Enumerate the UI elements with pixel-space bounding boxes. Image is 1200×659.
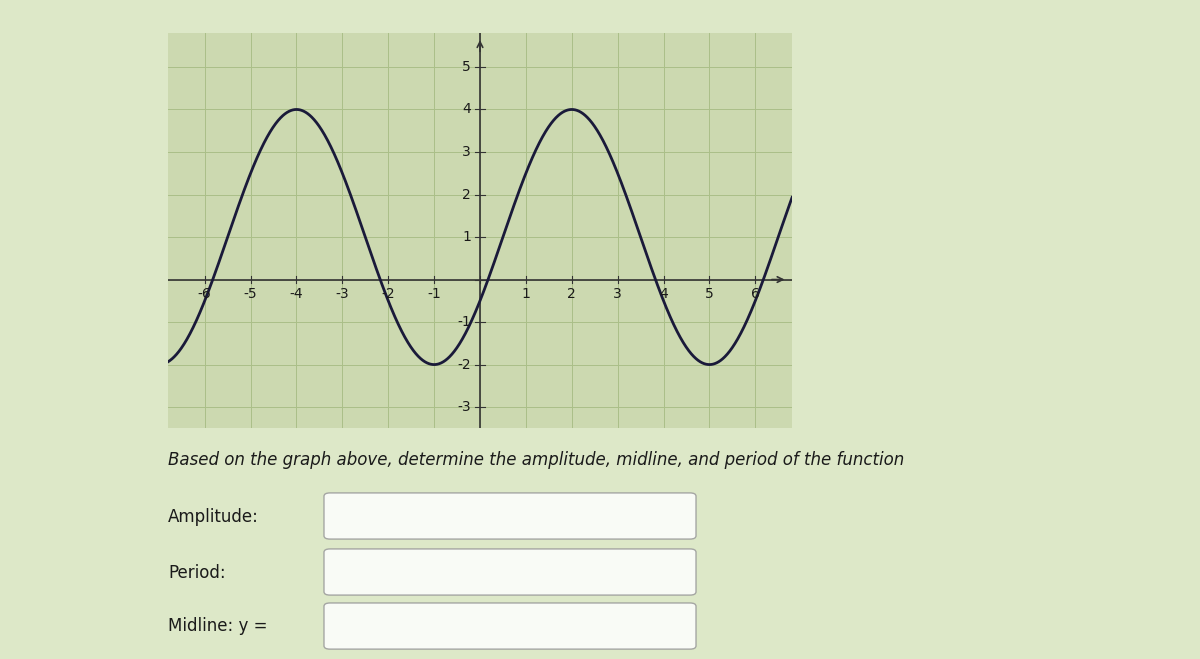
Text: 5: 5 <box>706 287 714 301</box>
Text: 6: 6 <box>751 287 760 301</box>
Text: -4: -4 <box>289 287 304 301</box>
Text: 4: 4 <box>462 103 470 117</box>
Text: -2: -2 <box>457 358 470 372</box>
Text: 1: 1 <box>522 287 530 301</box>
Text: 2: 2 <box>462 188 470 202</box>
Text: 3: 3 <box>462 145 470 159</box>
Text: Amplitude:: Amplitude: <box>168 508 259 527</box>
Text: -3: -3 <box>336 287 349 301</box>
Text: -1: -1 <box>457 315 470 329</box>
Text: -5: -5 <box>244 287 258 301</box>
Text: -6: -6 <box>198 287 211 301</box>
Text: Midline: y =: Midline: y = <box>168 617 268 635</box>
Text: 4: 4 <box>659 287 668 301</box>
Text: -3: -3 <box>457 400 470 414</box>
Text: 3: 3 <box>613 287 622 301</box>
Text: Period:: Period: <box>168 564 226 583</box>
Text: 5: 5 <box>462 60 470 74</box>
Text: 2: 2 <box>568 287 576 301</box>
Text: Based on the graph above, determine the amplitude, midline, and period of the fu: Based on the graph above, determine the … <box>168 451 905 469</box>
Text: -2: -2 <box>382 287 395 301</box>
Text: -1: -1 <box>427 287 440 301</box>
Text: 1: 1 <box>462 230 470 244</box>
